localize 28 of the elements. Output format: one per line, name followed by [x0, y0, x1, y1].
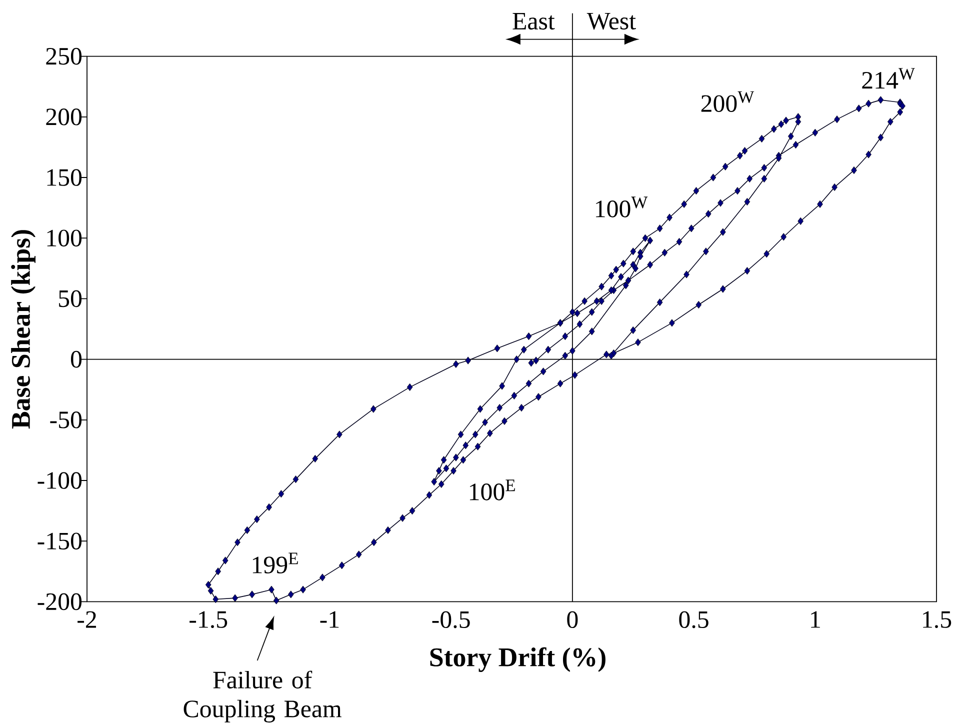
text: East	[512, 13, 555, 30]
annotation: 100$^{E}$	[470, 480, 515, 500]
x-tick-label: 1.5	[923, 611, 952, 628]
x-tick-label: 0.5	[679, 611, 708, 628]
y-tick-label: 200	[46, 108, 82, 126]
y-tick-label: -150	[38, 532, 82, 550]
y-axis-title: Base Shear (kips)	[11, 230, 36, 429]
annotation: 199$^{E}$	[252, 552, 298, 574]
y-tick-label: -100	[38, 472, 82, 489]
y-tick-label: 0	[70, 350, 82, 368]
x-tick-label: -1	[320, 611, 339, 628]
y-tick-label: 150	[47, 169, 82, 186]
annotation: Failure of Coupling Beam	[184, 670, 342, 722]
x-axis-title: Story Drift (%)	[430, 647, 606, 672]
y-tick-label: 50	[59, 290, 82, 308]
text: West	[586, 12, 636, 30]
x-tick-label: -1.5	[190, 611, 228, 628]
annotation: 214$^{W}$	[862, 68, 915, 88]
y-tick-label: -200	[38, 593, 82, 610]
annotation: 100$^{W}$	[596, 196, 648, 218]
y-tick-label: 250	[46, 48, 82, 65]
y-tick-label: -50	[50, 411, 82, 428]
annotation: 200$^{W}$	[701, 91, 754, 112]
x-tick-label: 0	[567, 611, 578, 628]
x-tick-label: -0.5	[432, 611, 470, 628]
y-tick-label: 100	[47, 230, 82, 247]
x-tick-label: 1	[811, 611, 820, 628]
x-tick-label: -2	[78, 611, 96, 628]
